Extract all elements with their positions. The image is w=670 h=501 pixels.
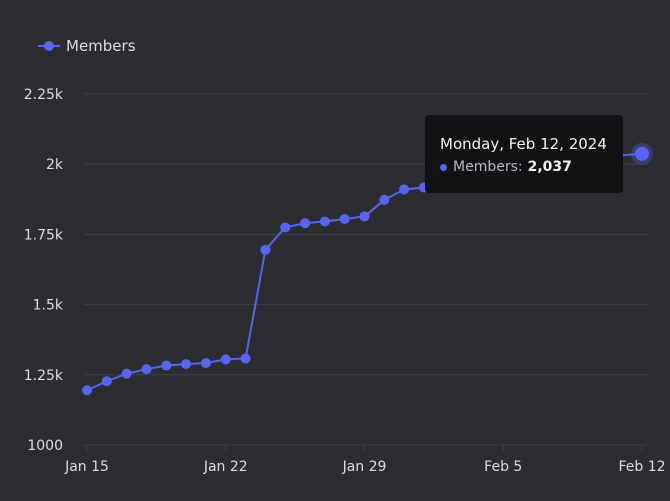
data-point-active <box>635 146 649 161</box>
y-tick-label: 1.25k <box>24 368 64 384</box>
data-point <box>280 222 291 233</box>
x-tick-label: Feb 12 <box>618 459 665 475</box>
x-tick-label: Jan 22 <box>203 459 248 475</box>
y-tick-label: 2k <box>46 157 64 173</box>
x-tick-label: Feb 5 <box>484 459 522 475</box>
data-point <box>260 244 271 255</box>
y-tick-label: 1000 <box>27 438 63 454</box>
data-point <box>200 358 211 369</box>
data-point <box>161 360 172 371</box>
chart-legend[interactable]: Members <box>38 37 136 55</box>
data-point <box>220 354 231 365</box>
data-point <box>339 213 350 224</box>
tooltip-date: Monday, Feb 12, 2024 <box>440 135 607 153</box>
tooltip-series-dot <box>440 163 447 171</box>
tooltip-row: Members: 2,037 <box>440 159 623 175</box>
y-tick-label: 1.75k <box>24 227 64 243</box>
legend-swatch-members <box>38 40 60 52</box>
data-point <box>240 353 251 364</box>
data-point <box>379 194 390 205</box>
data-point <box>82 385 92 396</box>
hover-tooltip: Monday, Feb 12, 2024 Members: 2,037 <box>425 115 623 193</box>
data-point <box>300 218 311 229</box>
x-tick-label: Jan 15 <box>64 459 109 475</box>
data-point <box>359 211 370 222</box>
y-tick-label: 2.25k <box>24 87 64 103</box>
x-tick-label: Jan 29 <box>342 459 387 475</box>
tooltip-value: 2,037 <box>527 159 572 175</box>
chart-card <box>6 6 670 493</box>
data-point <box>399 184 410 195</box>
data-point <box>121 368 132 379</box>
data-point <box>181 359 192 370</box>
data-point <box>101 376 112 387</box>
y-tick-label: 1.5k <box>33 298 64 314</box>
data-point <box>319 216 330 227</box>
legend-label-members: Members <box>66 37 136 55</box>
tooltip-series-label: Members: <box>453 159 523 175</box>
data-point <box>141 364 152 375</box>
